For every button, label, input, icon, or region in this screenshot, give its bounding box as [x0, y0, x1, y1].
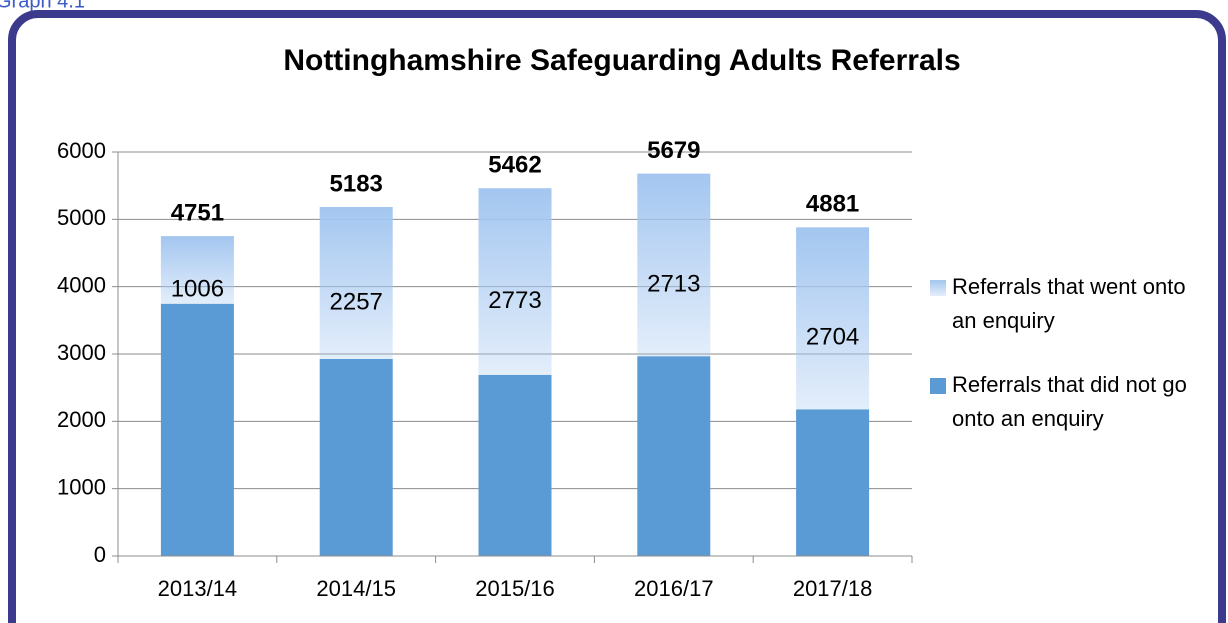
- bar-segment: [637, 356, 711, 556]
- x-tick-label: 2013/14: [158, 576, 238, 601]
- bar-segment: [637, 173, 711, 357]
- bar-segment: [319, 207, 393, 359]
- data-label: 2713: [647, 270, 700, 297]
- data-label: 2257: [330, 288, 383, 315]
- chart-title: Nottinghamshire Safeguarding Adults Refe…: [283, 44, 960, 77]
- bar-segment: [796, 227, 870, 410]
- data-label: 2704: [806, 324, 859, 351]
- data-label: 2773: [488, 287, 541, 314]
- legend-swatch: [930, 378, 946, 394]
- total-label: 5183: [330, 170, 383, 197]
- bar-segment: [796, 409, 870, 556]
- y-tick-label: 1000: [57, 474, 106, 499]
- total-label: 5462: [488, 152, 541, 179]
- bar-segment: [319, 358, 393, 556]
- bar-segment: [160, 303, 234, 556]
- y-tick-label: 6000: [57, 138, 106, 163]
- x-tick-label: 2016/17: [634, 576, 714, 601]
- legend-swatch: [930, 280, 946, 296]
- x-tick-label: 2017/18: [793, 576, 873, 601]
- legend-label: Referrals that went onto an enquiry: [952, 274, 1186, 333]
- frame: [8, 10, 1226, 623]
- y-tick-label: 0: [94, 542, 106, 567]
- x-tick-label: 2015/16: [475, 576, 555, 601]
- bar-segment: [160, 236, 234, 304]
- total-label: 4881: [806, 191, 859, 218]
- bar-segment: [478, 188, 552, 375]
- data-label: 1006: [171, 275, 224, 302]
- y-tick-label: 5000: [57, 205, 106, 230]
- legend-label: Referrals that did not go onto an enquiry: [952, 372, 1187, 431]
- y-tick-label: 3000: [57, 340, 106, 365]
- x-tick-label: 2014/15: [316, 576, 396, 601]
- y-tick-label: 4000: [57, 272, 106, 297]
- bar-segment: [478, 374, 552, 556]
- y-tick-label: 2000: [57, 407, 106, 432]
- total-label: 4751: [171, 199, 224, 226]
- caption: Graph 4.1: [0, 0, 85, 12]
- total-label: 5679: [647, 137, 700, 164]
